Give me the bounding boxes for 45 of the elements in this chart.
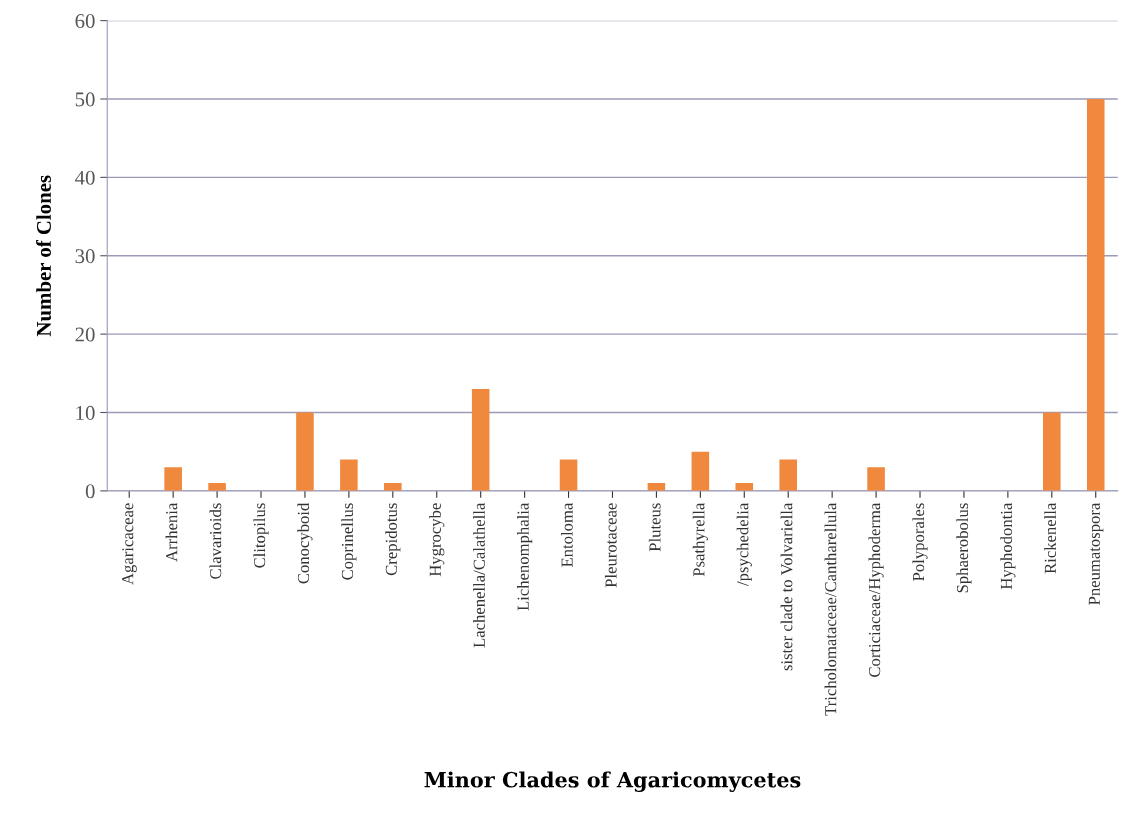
x-axis-title: Minor Clades of Agaricomycetes bbox=[424, 771, 801, 792]
bar bbox=[867, 467, 885, 491]
y-tick-label: 0 bbox=[85, 484, 95, 499]
bar bbox=[208, 483, 226, 491]
y-tick-label: 30 bbox=[75, 249, 95, 264]
y-tick-label: 10 bbox=[76, 405, 95, 420]
x-tick-label: Lachenella/Calathella bbox=[473, 502, 485, 648]
x-tick-label: Entoloma bbox=[560, 502, 573, 567]
y-tick-label: 20 bbox=[75, 327, 95, 342]
x-tick-label: Coprinellus bbox=[341, 503, 357, 580]
x-tick-label: Conocyboid bbox=[297, 502, 313, 584]
x-tick-label: Sphaerobolus bbox=[956, 503, 972, 593]
x-tick-label: Crepidotus bbox=[385, 503, 401, 576]
x-tick-label: Tricholomataceae/Cantharellula bbox=[824, 502, 837, 716]
x-tick-label: Hyphodontia bbox=[1000, 502, 1016, 590]
bar bbox=[735, 483, 754, 491]
bar bbox=[164, 467, 182, 491]
y-tick-label: 40 bbox=[75, 170, 95, 185]
x-tick-label: Pneumatospora bbox=[1088, 502, 1104, 605]
x-tick-label: Polyporales bbox=[912, 503, 928, 581]
bar bbox=[384, 483, 402, 491]
x-tick-label: Clavarioids bbox=[209, 503, 222, 579]
bar bbox=[779, 459, 797, 491]
x-tick-label: Clitopilus bbox=[253, 503, 269, 568]
x-tick-label: Lichenomphalia bbox=[517, 502, 533, 611]
x-tick-label: Pluteus bbox=[648, 503, 661, 552]
bar bbox=[471, 388, 490, 491]
x-tick-label: Pleurotaceae bbox=[604, 503, 617, 588]
x-tick-label: Arrhenia bbox=[165, 502, 178, 562]
bar bbox=[340, 459, 358, 491]
y-tick-label: 50 bbox=[75, 92, 95, 107]
x-tick-label: Agaricaceae bbox=[122, 503, 137, 585]
x-tick-label: Psathyrella bbox=[692, 502, 708, 577]
bar bbox=[1086, 99, 1105, 491]
bar bbox=[1043, 412, 1061, 491]
x-tick-label: Corticiaceae/Hyphoderma bbox=[868, 502, 884, 677]
bar bbox=[296, 412, 314, 491]
x-tick-label: /psychedelia bbox=[736, 502, 752, 586]
bar bbox=[691, 451, 710, 491]
bar bbox=[559, 459, 578, 491]
y-axis-title: Number of Clones bbox=[36, 175, 51, 337]
x-tick-label: Hygrocybe bbox=[429, 503, 445, 577]
x-tick-label: sister clade to Volvariella bbox=[780, 502, 793, 671]
y-tick-label: 60 bbox=[75, 14, 95, 29]
x-tick-label: Rickenella bbox=[1044, 502, 1056, 574]
